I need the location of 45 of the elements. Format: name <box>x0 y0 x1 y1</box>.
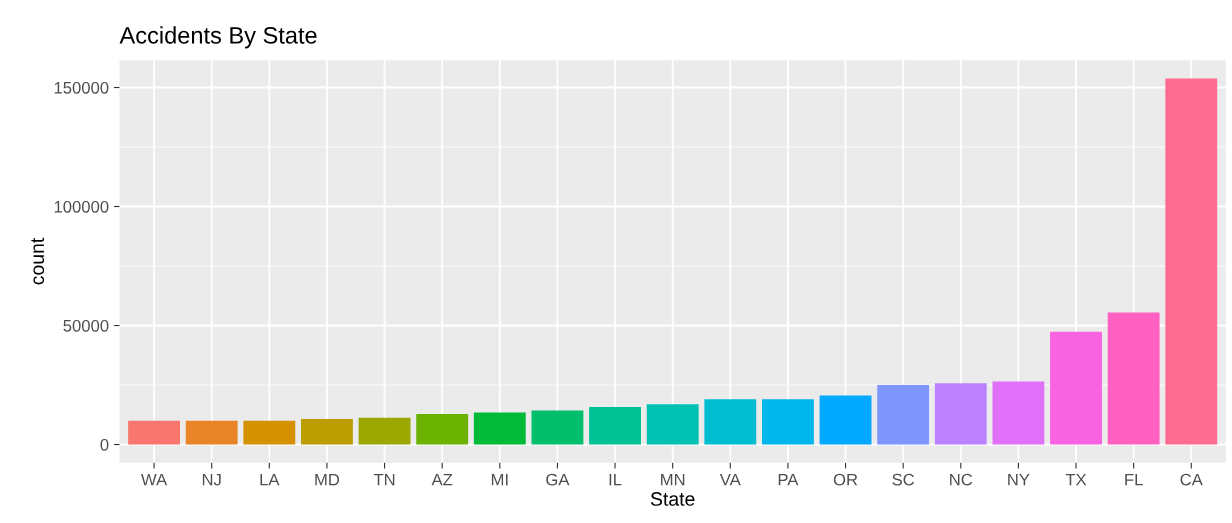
x-tick-label: CA <box>1180 473 1203 486</box>
x-tick-label: LA <box>260 473 280 486</box>
x-tick-label: MI <box>491 473 508 486</box>
y-tick-label: 0 <box>100 438 109 451</box>
bar <box>473 412 526 445</box>
y-tick-label: 150000 <box>54 81 109 94</box>
x-tick-label: SC <box>892 473 915 486</box>
bar <box>358 417 411 445</box>
x-tick-label: NY <box>1008 473 1030 486</box>
x-tick-label: NJ <box>202 473 221 486</box>
bar <box>1050 331 1102 445</box>
x-tick-label: MD <box>315 473 340 486</box>
x-tick-label: AZ <box>431 473 453 486</box>
x-tick-label: NC <box>950 473 973 486</box>
bar <box>992 381 1045 445</box>
y-tick-label: 50000 <box>63 319 109 332</box>
x-axis-title: State <box>650 492 695 506</box>
bar <box>877 385 930 445</box>
bar <box>128 420 181 445</box>
bar <box>589 406 641 445</box>
y-axis-title: count <box>31 237 45 285</box>
bar <box>301 419 353 445</box>
bar <box>1107 312 1160 445</box>
x-tick-label: IL <box>609 473 622 486</box>
bar <box>761 399 814 445</box>
bar <box>1165 78 1218 445</box>
bar <box>243 420 296 445</box>
bar <box>819 395 872 445</box>
x-tick-label: VA <box>719 473 741 486</box>
x-tick-label: TX <box>1065 473 1087 486</box>
bar <box>531 410 584 445</box>
x-tick-label: GA <box>546 473 570 486</box>
bar <box>934 383 987 445</box>
x-tick-label: MN <box>661 473 685 486</box>
bar <box>185 420 238 445</box>
bar <box>704 399 757 445</box>
y-tick-label: 100000 <box>54 200 109 213</box>
bar <box>416 414 469 445</box>
x-tick-label: WA <box>141 473 168 486</box>
x-tick-label: TN <box>373 473 395 486</box>
x-tick-label: PA <box>778 473 799 486</box>
chart-title: Accidents By State <box>119 26 317 49</box>
x-tick-label: FL <box>1125 473 1143 486</box>
x-tick-label: OR <box>833 473 858 486</box>
bar <box>646 404 699 445</box>
